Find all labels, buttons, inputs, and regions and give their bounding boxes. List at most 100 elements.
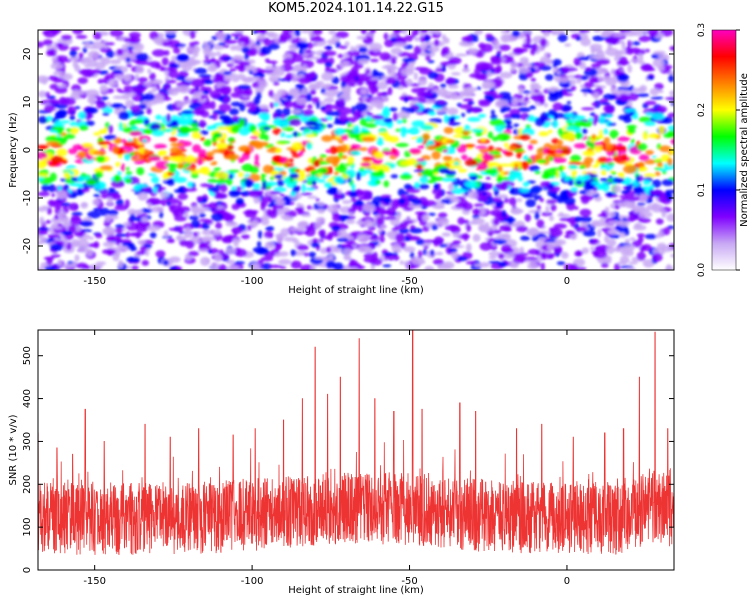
heatmap-cell [142,186,151,193]
heatmap-cell [282,119,289,126]
heatmap-cell [549,149,559,153]
heatmap-cell [341,243,351,249]
heatmap-cell [252,73,266,78]
heatmap-cell [71,194,77,199]
heatmap-cell [543,31,550,37]
heatmap-cell [569,79,577,86]
heatmap-cell [228,189,240,198]
heatmap-cell [82,46,88,54]
heatmap-cell [442,155,453,162]
heatmap-cell [46,256,53,266]
heatmap-cell [128,31,141,39]
snr-y-axis-label: SNR (10 * v/v) [8,414,19,485]
heatmap-cell [305,175,320,181]
heatmap-cell [137,240,147,244]
heatmap-cell [516,198,523,203]
heatmap-cell [117,259,124,269]
heatmap-cell [244,88,253,97]
heatmap-cell [462,130,470,136]
heatmap-cell [214,73,225,81]
heatmap-cell [345,219,356,225]
heatmap-cell [634,111,638,120]
heatmap-cell [436,111,448,115]
heatmap-cell [558,212,564,217]
heatmap-cell [498,194,508,199]
heatmap-cell [560,148,572,155]
heatmap-cell [243,149,251,156]
heatmap-cell [122,75,131,80]
heatmap-cell [387,68,396,76]
heatmap-cell [81,68,96,78]
heatmap-cell [320,105,326,111]
heatmap-cell [139,222,150,228]
heatmap-cell [529,139,538,145]
heatmap-cell [589,140,595,150]
heatmap-cell [48,184,56,193]
heatmap-cell [468,47,474,55]
heatmap-cell [494,46,499,50]
snr-x-ticks: -150 -100 -50 0 [83,330,570,587]
heatmap-x-tick-label: -150 [83,276,106,287]
heatmap-cell [192,231,199,238]
heatmap-cell [200,256,211,266]
heatmap-cell [496,132,511,142]
heatmap-cell [416,163,423,170]
heatmap-cell [254,154,259,163]
heatmap-cell [150,64,163,69]
heatmap-cell [493,40,500,45]
heatmap-cell [548,144,562,151]
heatmap-cell [129,104,140,112]
heatmap-cell [118,122,124,131]
heatmap-cell [391,201,399,210]
heatmap-cell [478,206,486,216]
heatmap-cell [89,264,104,269]
heatmap-cell [607,229,619,235]
heatmap-cell [526,35,531,45]
heatmap-cell [461,90,475,96]
heatmap-cell [386,207,396,216]
heatmap-cell [416,91,426,98]
heatmap-cell [579,61,586,70]
heatmap-cell [264,241,275,249]
heatmap-cell [250,135,259,139]
heatmap-cell [45,135,59,143]
heatmap-cell [218,103,232,112]
heatmap-cell [300,192,313,196]
heatmap-cell [139,146,145,154]
heatmap-cell [551,138,560,145]
heatmap-cell [499,224,512,232]
heatmap-cell [541,211,553,217]
heatmap-cell [500,71,513,79]
heatmap-cell [279,193,285,197]
heatmap-cell [413,72,418,81]
heatmap-cell [556,149,563,154]
heatmap-cell [93,207,103,212]
heatmap-cell [418,87,429,91]
heatmap-cell [129,40,140,44]
heatmap-cell [624,238,631,244]
heatmap-cell [602,30,610,37]
heatmap-cell [234,30,244,34]
heatmap-cell [414,37,421,42]
heatmap-cell [155,83,160,91]
heatmap-cell [658,53,666,60]
heatmap-cell [298,150,304,157]
heatmap-cell [63,184,70,191]
heatmap-cell [124,178,133,184]
heatmap-cell [84,107,99,114]
heatmap-cell [573,143,588,149]
heatmap-cell [566,101,572,105]
heatmap-cell [267,32,279,39]
heatmap-cell [593,30,602,33]
heatmap-cell [652,252,663,262]
heatmap-cell [333,193,343,199]
heatmap-cell [225,247,237,255]
heatmap-cell [101,32,110,36]
heatmap-cell [210,229,222,236]
heatmap-cell [383,196,392,205]
heatmap-cell [200,94,205,100]
heatmap-cell [51,57,58,62]
heatmap-cell [569,263,579,270]
heatmap-cell [584,67,592,71]
heatmap-cell [270,170,279,175]
